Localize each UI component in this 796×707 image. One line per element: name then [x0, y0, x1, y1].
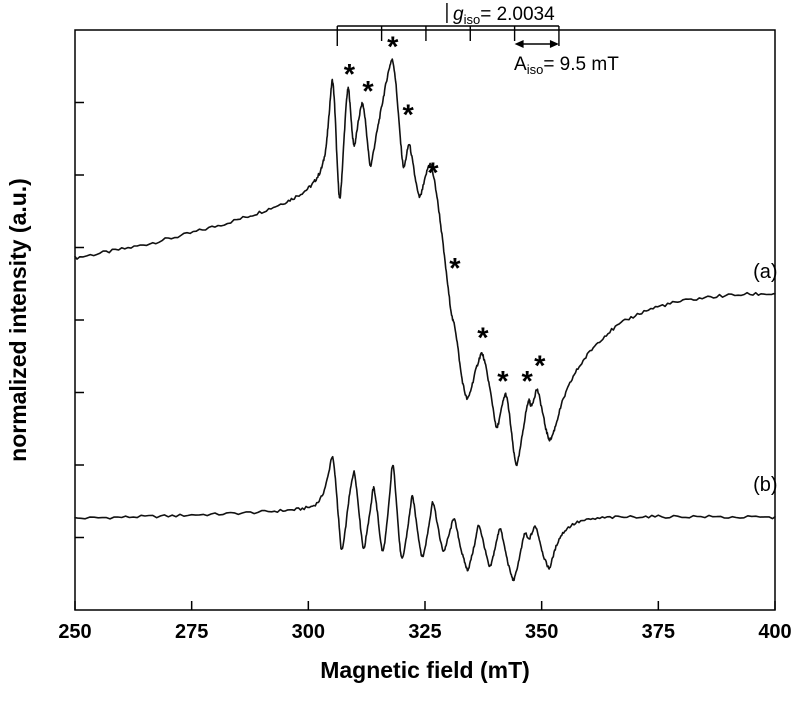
peak-asterisk: * — [449, 253, 461, 285]
peak-asterisk: * — [427, 157, 439, 189]
a-value: = 9.5 mT — [543, 54, 619, 75]
peak-asterisk: * — [344, 59, 356, 91]
x-tick-label: 350 — [525, 621, 558, 643]
peak-asterisk: * — [497, 366, 509, 398]
g-symbol: g — [453, 4, 464, 25]
x-tick-label: 325 — [408, 621, 441, 643]
x-tick-label: 400 — [758, 621, 791, 643]
peak-asterisk: * — [362, 76, 374, 108]
plot-frame — [74, 29, 776, 611]
annotations: giso= 2.0034 Aiso= 9.5 mT — [336, 3, 619, 77]
a-symbol: A — [514, 54, 527, 75]
g-subscript: iso — [464, 12, 481, 27]
series-label-(b): (b) — [753, 474, 777, 496]
spectra-traces: (a) (b) — [74, 58, 778, 582]
x-axis-title: Magnetic field (mT) — [320, 657, 530, 683]
trace-(b) — [74, 455, 776, 582]
g-value: = 2.0034 — [480, 4, 555, 25]
peak-asterisk: * — [477, 323, 489, 355]
a-iso-label: Aiso= 9.5 mT — [514, 54, 619, 77]
axes: 250 275 300 325 350 375 400 — [58, 29, 792, 643]
x-tick-label: 250 — [58, 621, 91, 643]
x-tick-label: 375 — [642, 621, 675, 643]
peak-asterisk: * — [403, 99, 415, 131]
trace-(a) — [74, 58, 776, 467]
peak-asterisks: ******** * * — [344, 31, 546, 398]
arrow-head-left-icon — [514, 40, 524, 48]
g-iso-label: giso= 2.0034 — [453, 4, 555, 27]
peak-asterisk: * — [387, 31, 399, 63]
x-tick-label: 300 — [292, 621, 325, 643]
series-label-(a): (a) — [753, 261, 777, 283]
a-subscript: iso — [527, 62, 544, 77]
y-axis-title: normalized intensity (a.u.) — [5, 178, 31, 462]
arrow-head-right-icon — [549, 40, 559, 48]
x-tick-label: 275 — [175, 621, 208, 643]
peak-asterisk: * — [534, 350, 546, 382]
peak-asterisk: * — [522, 366, 534, 398]
